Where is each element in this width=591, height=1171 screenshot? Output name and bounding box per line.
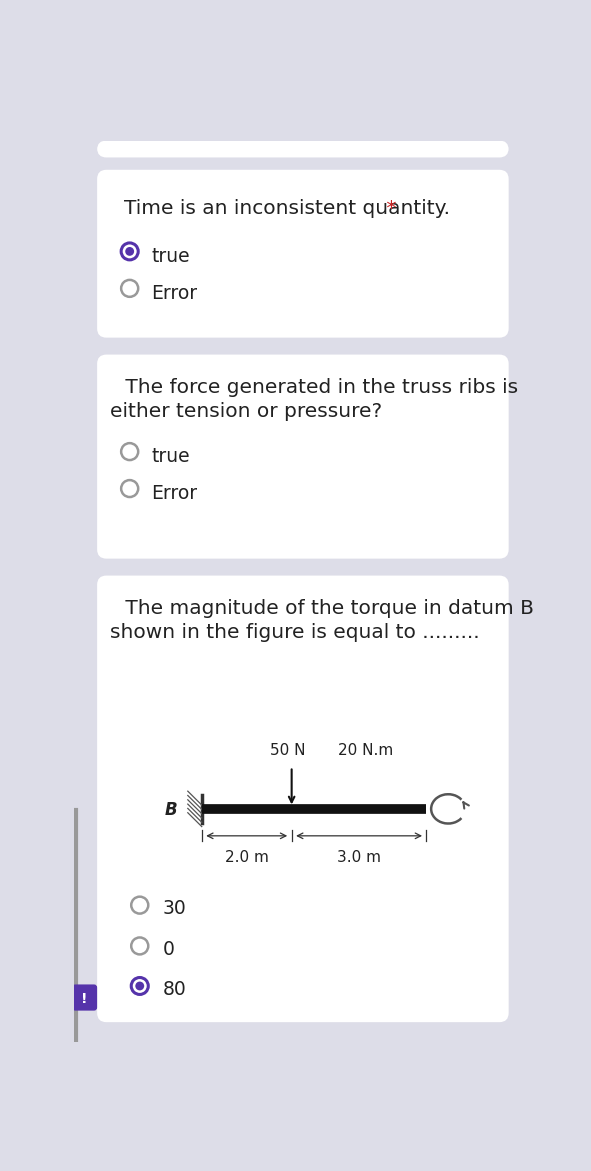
FancyBboxPatch shape	[97, 576, 509, 1022]
Text: B: B	[164, 801, 177, 820]
Text: 80: 80	[163, 980, 187, 999]
Text: !: !	[82, 992, 88, 1006]
Text: true: true	[151, 447, 190, 466]
Circle shape	[135, 981, 144, 991]
Text: 3.0 m: 3.0 m	[337, 850, 381, 864]
Text: Time is an inconsistent quantity.: Time is an inconsistent quantity.	[124, 199, 450, 218]
FancyBboxPatch shape	[72, 985, 97, 1011]
Text: Error: Error	[151, 484, 197, 502]
Text: true: true	[151, 247, 190, 266]
Text: The magnitude of the torque in datum B: The magnitude of the torque in datum B	[119, 598, 534, 617]
Text: shown in the figure is equal to .........: shown in the figure is equal to ........…	[109, 623, 479, 643]
Text: 20 N.m: 20 N.m	[337, 744, 393, 759]
Text: 2.0 m: 2.0 m	[225, 850, 269, 864]
Text: 0: 0	[163, 940, 175, 959]
Text: either tension or pressure?: either tension or pressure?	[109, 403, 382, 422]
Text: The force generated in the truss ribs is: The force generated in the truss ribs is	[119, 378, 518, 397]
Text: *: *	[380, 199, 397, 218]
FancyBboxPatch shape	[97, 141, 509, 157]
Circle shape	[125, 247, 134, 255]
Text: Error: Error	[151, 283, 197, 303]
Text: 30: 30	[163, 899, 187, 918]
Text: 50 N: 50 N	[270, 744, 306, 759]
FancyBboxPatch shape	[97, 355, 509, 559]
FancyBboxPatch shape	[97, 170, 509, 337]
